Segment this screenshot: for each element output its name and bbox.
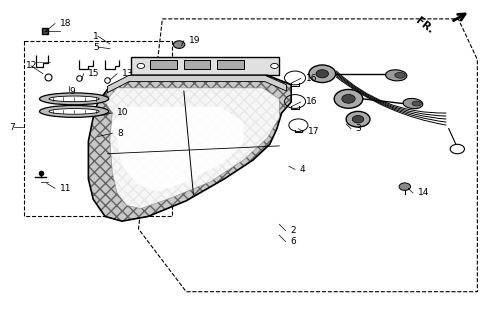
Ellipse shape — [39, 93, 109, 105]
Polygon shape — [105, 88, 280, 209]
Text: 4: 4 — [300, 165, 305, 174]
Text: 8: 8 — [117, 129, 123, 138]
Ellipse shape — [39, 105, 109, 117]
Ellipse shape — [49, 96, 99, 102]
Circle shape — [352, 116, 364, 123]
Circle shape — [316, 70, 328, 78]
Circle shape — [137, 63, 145, 68]
Text: 3: 3 — [356, 124, 361, 133]
Circle shape — [450, 144, 465, 154]
Text: 2: 2 — [290, 226, 296, 235]
Text: 16: 16 — [305, 98, 317, 107]
Text: 17: 17 — [308, 127, 319, 136]
Polygon shape — [131, 57, 280, 75]
Text: 19: 19 — [188, 36, 200, 45]
Ellipse shape — [49, 108, 99, 114]
Polygon shape — [108, 75, 286, 92]
Text: 9: 9 — [69, 86, 75, 95]
Text: 12: 12 — [26, 61, 37, 70]
Text: 11: 11 — [60, 184, 71, 193]
Ellipse shape — [395, 73, 405, 78]
Text: 16: 16 — [305, 74, 317, 83]
Text: 7: 7 — [10, 123, 16, 132]
Text: 14: 14 — [418, 188, 429, 197]
Text: 15: 15 — [89, 69, 100, 78]
Text: 1: 1 — [93, 32, 99, 41]
Circle shape — [334, 90, 363, 108]
Text: 5: 5 — [93, 43, 99, 52]
Circle shape — [342, 94, 355, 103]
Text: 10: 10 — [117, 108, 129, 117]
Circle shape — [346, 111, 370, 127]
FancyBboxPatch shape — [184, 60, 210, 69]
Circle shape — [309, 65, 336, 83]
Ellipse shape — [412, 101, 422, 106]
FancyBboxPatch shape — [150, 60, 177, 69]
Ellipse shape — [403, 99, 423, 109]
Polygon shape — [112, 107, 244, 191]
Circle shape — [173, 41, 185, 48]
Polygon shape — [89, 75, 291, 221]
Text: 18: 18 — [60, 19, 71, 28]
Text: FR.: FR. — [414, 15, 435, 35]
Text: 13: 13 — [122, 69, 133, 78]
Ellipse shape — [386, 70, 407, 81]
Circle shape — [271, 63, 279, 68]
Circle shape — [399, 183, 411, 190]
Text: 6: 6 — [290, 237, 296, 246]
FancyBboxPatch shape — [217, 60, 244, 69]
